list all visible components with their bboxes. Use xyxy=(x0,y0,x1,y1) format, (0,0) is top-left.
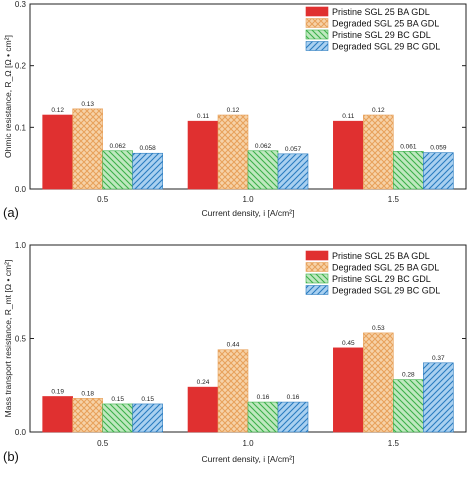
panel-label: (b) xyxy=(3,449,19,464)
x-tick-label: 1.5 xyxy=(388,195,400,204)
x-tick-label: 0.5 xyxy=(97,195,109,204)
legend-entry: Degraded SGL 29 BC GDL xyxy=(332,286,440,296)
bar-3 xyxy=(247,150,279,190)
bar-2 xyxy=(72,398,103,433)
legend-entry: Pristine SGL 25 BA GDL xyxy=(332,7,430,17)
data-label: 0.15 xyxy=(111,396,124,403)
bar-1 xyxy=(187,120,219,190)
y-tick-label: 1.0 xyxy=(15,241,27,250)
bar-2 xyxy=(217,349,249,433)
data-label: 0.061 xyxy=(400,143,417,150)
x-tick-label: 0.5 xyxy=(97,439,109,448)
x-tick-label: 1.0 xyxy=(242,195,254,204)
bar-1 xyxy=(42,114,73,190)
x-axis-label: Current density, i [A/cm²] xyxy=(202,454,295,464)
data-label: 0.53 xyxy=(372,325,385,332)
bar-3 xyxy=(247,401,279,433)
data-label: 0.44 xyxy=(227,342,240,349)
bar-4 xyxy=(132,403,163,433)
legend-entry: Degraded SGL 25 BA GDL xyxy=(332,263,439,273)
data-label: 0.11 xyxy=(197,113,210,120)
legend-entry: Degraded SGL 25 BA GDL xyxy=(332,19,439,29)
bar-1 xyxy=(187,386,219,433)
y-tick-label: 0.1 xyxy=(15,123,27,132)
legend-swatch-1 xyxy=(305,250,329,261)
y-tick-label: 0.3 xyxy=(15,0,27,9)
data-label: 0.13 xyxy=(81,101,94,108)
bar-2 xyxy=(363,332,394,433)
data-label: 0.059 xyxy=(430,145,447,152)
legend-swatch-1 xyxy=(305,6,329,17)
legend: Pristine SGL 25 BA GDL Degraded SGL 25 BA… xyxy=(305,250,440,296)
data-label: 0.057 xyxy=(285,146,302,153)
data-label: 0.12 xyxy=(372,107,385,114)
bar-2 xyxy=(217,114,249,190)
data-label: 0.37 xyxy=(432,355,445,362)
legend-entry: Pristine SGL 29 BC GDL xyxy=(332,274,431,284)
y-tick-label: 0.2 xyxy=(15,62,27,71)
bar-1 xyxy=(333,347,364,433)
bar-3 xyxy=(393,151,424,190)
legend-entry: Pristine SGL 25 BA GDL xyxy=(332,251,430,261)
y-tick-label: 0.5 xyxy=(15,335,27,344)
data-label: 0.19 xyxy=(51,388,64,395)
data-label: 0.45 xyxy=(342,340,355,347)
chart-a: 0.0 0.1 0.2 0.3 Ohmic resistance, R_Ω [Ω • c… xyxy=(3,0,467,220)
legend-entry: Degraded SGL 29 BC GDL xyxy=(332,42,440,52)
bar-3 xyxy=(102,403,133,433)
data-label: 0.062 xyxy=(110,143,127,150)
data-label: 0.12 xyxy=(51,107,64,114)
legend-swatch-4 xyxy=(305,285,329,295)
panel-label: (a) xyxy=(3,205,19,220)
bar-1 xyxy=(333,120,364,190)
legend-swatch-2 xyxy=(305,18,329,28)
legend-swatch-3 xyxy=(305,273,329,284)
bar-4 xyxy=(132,152,163,190)
bar-4 xyxy=(423,362,454,433)
data-label: 0.058 xyxy=(140,145,157,152)
x-tick-label: 1.5 xyxy=(388,439,400,448)
bar-2 xyxy=(72,108,103,190)
legend: Pristine SGL 25 BA GDL Degraded SGL 25 BA… xyxy=(305,6,440,52)
data-label: 0.12 xyxy=(227,107,240,114)
data-label: 0.15 xyxy=(141,396,154,403)
bar-1 xyxy=(42,396,73,433)
data-label: 0.11 xyxy=(342,113,355,120)
bar-4 xyxy=(277,153,309,190)
bar-3 xyxy=(102,150,133,190)
data-label: 0.18 xyxy=(81,390,94,397)
legend-swatch-4 xyxy=(305,41,329,51)
bar-2 xyxy=(363,114,394,190)
chart-b: 0.0 0.5 1.0 Mass transport resistance, R_mt… xyxy=(3,241,467,464)
data-label: 0.24 xyxy=(197,379,210,386)
bar-4 xyxy=(423,152,454,190)
y-tick-label: 0.0 xyxy=(15,428,27,437)
y-tick-label: 0.0 xyxy=(15,185,27,194)
x-tick-label: 1.0 xyxy=(242,439,254,448)
legend-swatch-3 xyxy=(305,29,329,40)
x-axis-label: Current density, i [A/cm²] xyxy=(202,208,295,218)
legend-swatch-2 xyxy=(305,262,329,272)
data-label: 0.16 xyxy=(257,394,270,401)
bar-4 xyxy=(277,401,309,433)
bar-3 xyxy=(393,379,424,433)
legend-entry: Pristine SGL 29 BC GDL xyxy=(332,30,431,40)
data-label: 0.062 xyxy=(255,143,272,150)
y-axis-label: Mass transport resistance, R_mt [Ω • cm²… xyxy=(3,260,13,418)
data-label: 0.28 xyxy=(402,372,415,379)
data-label: 0.16 xyxy=(287,394,300,401)
y-axis-label: Ohmic resistance, R_Ω [Ω • cm²] xyxy=(3,35,13,158)
